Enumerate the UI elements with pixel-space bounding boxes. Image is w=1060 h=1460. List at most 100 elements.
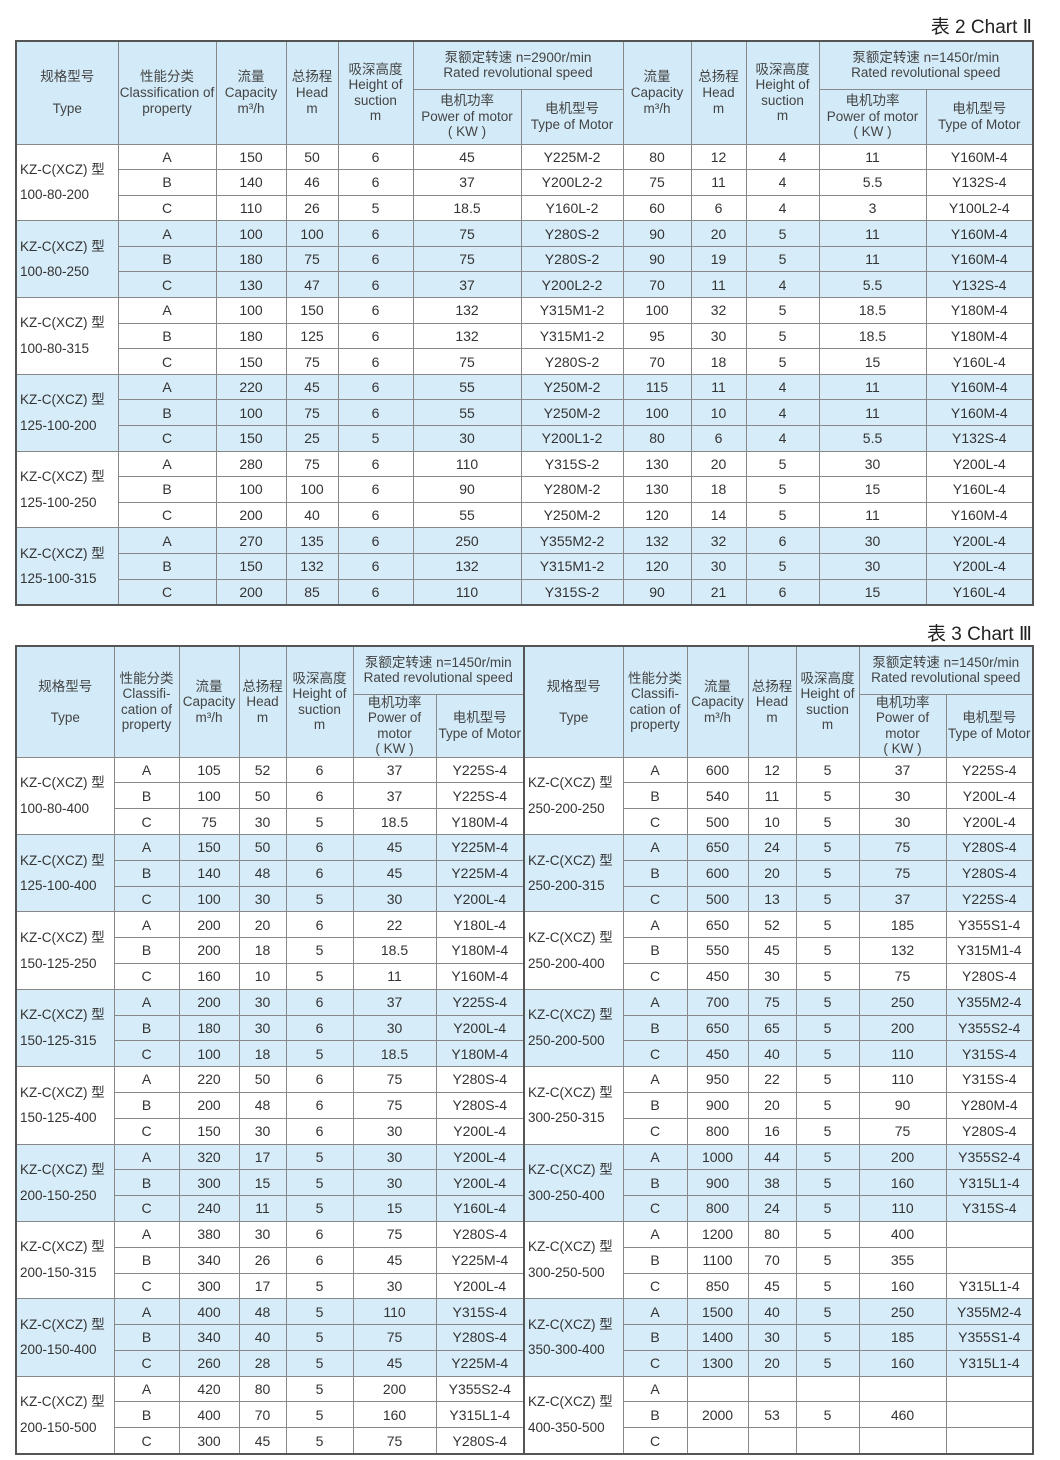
head-cell: 45	[238, 1427, 287, 1455]
capacity-cell: 650	[686, 833, 749, 861]
motor-power-cell	[858, 1427, 947, 1455]
capacity-cell: 950	[686, 1066, 749, 1093]
motor-type-cell: Y225S-4	[945, 885, 1034, 913]
model-size: 125-100-315	[20, 571, 97, 587]
motor-power-cell: 185	[858, 1324, 947, 1351]
capacity-cell: 100	[178, 782, 240, 810]
motor-type-cell	[945, 1401, 1034, 1429]
model-prefix: KZ-C(XCZ) 型	[20, 161, 105, 177]
motor-power-cell: 75	[352, 1427, 437, 1455]
header-suction: 吸深高度 Height of suction m	[337, 40, 414, 145]
motor-type-cell: Y200L-4	[945, 782, 1034, 810]
capacity-cell: 200	[178, 937, 240, 964]
suction-height-cell: 5	[795, 1091, 860, 1119]
motor-power-1450-cell: 18.5	[818, 297, 927, 324]
header-suction-right: 吸深高度 Height of suction m	[795, 645, 860, 758]
classification-cell: C	[113, 1195, 180, 1222]
classification-cell: B	[622, 1246, 688, 1274]
suction-height-cell: 6	[337, 450, 414, 478]
capacity-cell: 540	[686, 782, 749, 810]
model-type-cell: KZ-C(XCZ) 型 250-200-500	[523, 988, 624, 1068]
head-cell: 20	[747, 1349, 797, 1377]
model-size: 400-350-500	[528, 1419, 605, 1435]
head-cell: 26	[285, 194, 339, 222]
suction-height-cell: 6	[337, 527, 414, 554]
classification-cell: B	[622, 1014, 688, 1042]
classification-cell: C	[117, 425, 217, 452]
motor-power-cell: 132	[412, 553, 522, 580]
classification-cell: A	[117, 373, 217, 401]
suction-height-cell: 5	[795, 859, 860, 887]
capacity-cell: 800	[686, 1195, 749, 1222]
motor-type-1450-cell: Y160M-4	[925, 143, 1034, 171]
capacity-cell: 150	[215, 348, 287, 375]
classification-cell: C	[622, 1117, 688, 1145]
capacity-cell: 100	[215, 476, 287, 503]
motor-type-cell: Y225S-4	[435, 988, 525, 1016]
model-prefix: KZ-C(XCZ) 型	[20, 1084, 105, 1100]
head-cell: 45	[747, 937, 797, 964]
head-cell: 50	[238, 782, 287, 810]
classification-cell: C	[622, 1195, 688, 1222]
classification-cell: C	[117, 271, 217, 299]
motor-type-cell: Y315M1-4	[945, 937, 1034, 964]
classification-cell: A	[113, 1066, 180, 1093]
model-type-cell: KZ-C(XCZ) 型 200-150-400	[15, 1298, 115, 1377]
motor-type-cell: Y280S-2	[520, 348, 624, 375]
motor-power-cell: 45	[352, 833, 437, 861]
model-prefix: KZ-C(XCZ) 型	[20, 1239, 105, 1255]
table-row: B 200 48 6 75 Y280S-4 B 900 20 5 90 Y280M-4	[16, 1091, 1034, 1119]
capacity-cell: 1400	[686, 1324, 749, 1351]
capacity-cell: 1500	[686, 1298, 749, 1326]
model-type-cell: KZ-C(XCZ) 型 200-150-500	[15, 1375, 115, 1455]
classification-cell: A	[113, 756, 180, 784]
capacity-cell: 650	[686, 911, 749, 939]
model-prefix: KZ-C(XCZ) 型	[20, 392, 105, 408]
capacity-cell: 550	[686, 937, 749, 964]
capacity-cell: 200	[178, 911, 240, 939]
motor-power-cell: 18.5	[352, 1040, 437, 1068]
table-row: KZ-C(XCZ) 型 200-150-250 A 320 17 5 30 Y200L-4 KZ…	[15, 1143, 1034, 1222]
classification-cell: B	[113, 1324, 180, 1351]
motor-type-cell: Y355M2-4	[945, 988, 1034, 1016]
head-cell: 25	[285, 425, 339, 452]
table-row: KZ-C(XCZ) 型 125-100-200 A 220 45 6 55 Y250M-2 11…	[15, 373, 1034, 452]
model-type-cell: KZ-C(XCZ) 型 100-80-200	[15, 143, 119, 222]
model-type-cell: KZ-C(XCZ) 型 125-100-400	[15, 833, 115, 913]
head-cell: 44	[747, 1143, 797, 1171]
classification-cell: B	[113, 1169, 180, 1197]
header-classification-left: 性能分类 Classifi-cation of property	[113, 645, 180, 758]
table-row: C 300 17 5 30 Y200L-4 C 850 45 5 160 Y315L1-4	[16, 1272, 1034, 1300]
table-row: B 150 132 6 132 Y315M1-2 120 30 5 30 Y200L-4	[16, 553, 1034, 580]
capacity-cell: 450	[686, 1040, 749, 1068]
head-1450-cell: 14	[690, 501, 747, 529]
motor-power-cell: 90	[412, 476, 522, 503]
capacity-cell: 220	[215, 373, 287, 401]
head-1450-cell: 18	[690, 476, 747, 503]
motor-power-cell: 30	[352, 1169, 437, 1197]
capacity-cell: 150	[215, 143, 287, 171]
capacity-cell: 200	[215, 501, 287, 529]
suction-height-cell: 5	[795, 911, 860, 939]
suction-height-cell: 5	[285, 1427, 354, 1455]
motor-power-cell: 132	[412, 322, 522, 350]
motor-type-cell: Y315M1-2	[520, 322, 624, 350]
suction-height-1450-cell: 4	[745, 373, 820, 401]
header-power: 电机功率 Power of motor( KW )	[412, 88, 522, 145]
motor-power-cell: 75	[352, 1220, 437, 1248]
head-1450-cell: 19	[690, 245, 747, 273]
motor-type-cell: Y315S-4	[945, 1066, 1034, 1093]
motor-type-cell: Y280M-2	[520, 476, 624, 503]
suction-height-cell: 5	[285, 1169, 354, 1197]
model-type-cell: KZ-C(XCZ) 型 300-250-315	[523, 1066, 624, 1145]
motor-type-1450-cell: Y132S-4	[925, 271, 1034, 299]
head-cell: 30	[238, 808, 287, 835]
head-cell: 11	[747, 782, 797, 810]
head-cell: 30	[238, 885, 287, 913]
capacity-cell: 900	[686, 1091, 749, 1119]
classification-cell: A	[113, 911, 180, 939]
suction-height-cell: 5	[285, 1272, 354, 1300]
classification-cell: A	[117, 450, 217, 478]
capacity-cell: 110	[215, 194, 287, 222]
motor-type-cell: Y280S-4	[945, 962, 1034, 990]
